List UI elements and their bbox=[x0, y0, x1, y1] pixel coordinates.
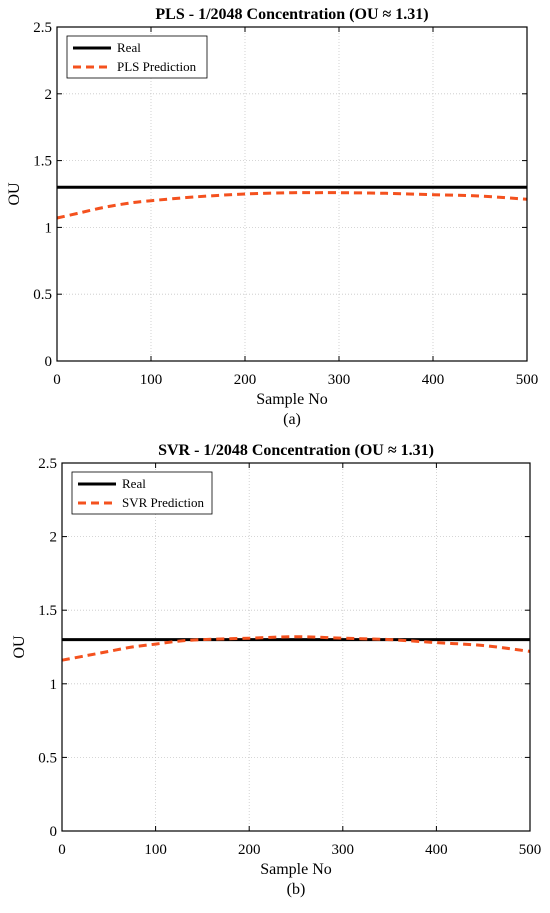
x-tick-label: 100 bbox=[140, 372, 163, 388]
x-tick-label: 100 bbox=[144, 842, 167, 858]
chart-panel-0: 0 100 200 300 400 500 0 0.5 1 1.5 2 2.5 Real PLS Pred… bbox=[6, 6, 538, 428]
y-axis-label: OU bbox=[11, 635, 28, 659]
chart-title: SVR - 1/2048 Concentration (OU ≈ 1.31) bbox=[158, 442, 434, 459]
axes-frame bbox=[56, 26, 528, 362]
y-tick-label: 2 bbox=[50, 530, 58, 546]
x-tick-label: 0 bbox=[53, 372, 61, 388]
x-tick-label: 0 bbox=[58, 842, 66, 858]
y-tick-label: 0 bbox=[45, 354, 53, 370]
panel-caption: (a) bbox=[283, 411, 301, 428]
x-axis-label: Sample No bbox=[260, 861, 332, 878]
legend: Real PLS Prediction bbox=[66, 35, 208, 79]
legend-box bbox=[71, 471, 213, 515]
axes-frame bbox=[61, 462, 531, 832]
y-tick-label: 2.5 bbox=[38, 456, 57, 472]
series-line-pls-prediction bbox=[56, 191, 528, 220]
legend-label: SVR Prediction bbox=[122, 495, 204, 510]
x-tick-label: 500 bbox=[519, 842, 542, 858]
y-tick-label: 0 bbox=[50, 824, 58, 840]
legend-box bbox=[66, 35, 208, 79]
legend-label: PLS Prediction bbox=[117, 59, 197, 74]
chart-panel-1: 0 100 200 300 400 500 0 0.5 1 1.5 2 2.5 Real SVR Pred… bbox=[11, 442, 541, 898]
y-tick-label: 0.5 bbox=[38, 750, 57, 766]
chart-title: PLS - 1/2048 Concentration (OU ≈ 1.31) bbox=[155, 6, 428, 23]
y-tick-label: 1.5 bbox=[33, 154, 52, 170]
x-tick-label: 200 bbox=[234, 372, 257, 388]
y-tick-label: 1 bbox=[45, 220, 53, 236]
x-tick-label: 500 bbox=[516, 372, 539, 388]
legend-label: Real bbox=[117, 40, 141, 55]
y-tick-label: 1 bbox=[50, 677, 58, 693]
y-tick-label: 1.5 bbox=[38, 603, 57, 619]
x-tick-label: 300 bbox=[332, 842, 355, 858]
panel-caption: (b) bbox=[287, 881, 306, 898]
legend: Real SVR Prediction bbox=[71, 471, 213, 515]
x-axis-label: Sample No bbox=[256, 391, 328, 408]
x-tick-label: 400 bbox=[425, 842, 448, 858]
y-tick-label: 0.5 bbox=[33, 287, 52, 303]
x-tick-label: 300 bbox=[328, 372, 351, 388]
y-tick-label: 2 bbox=[45, 87, 53, 103]
x-tick-label: 400 bbox=[422, 372, 445, 388]
y-axis-label: OU bbox=[6, 182, 23, 206]
y-tick-label: 2.5 bbox=[33, 20, 52, 36]
x-tick-label: 200 bbox=[238, 842, 261, 858]
legend-label: Real bbox=[122, 476, 146, 491]
